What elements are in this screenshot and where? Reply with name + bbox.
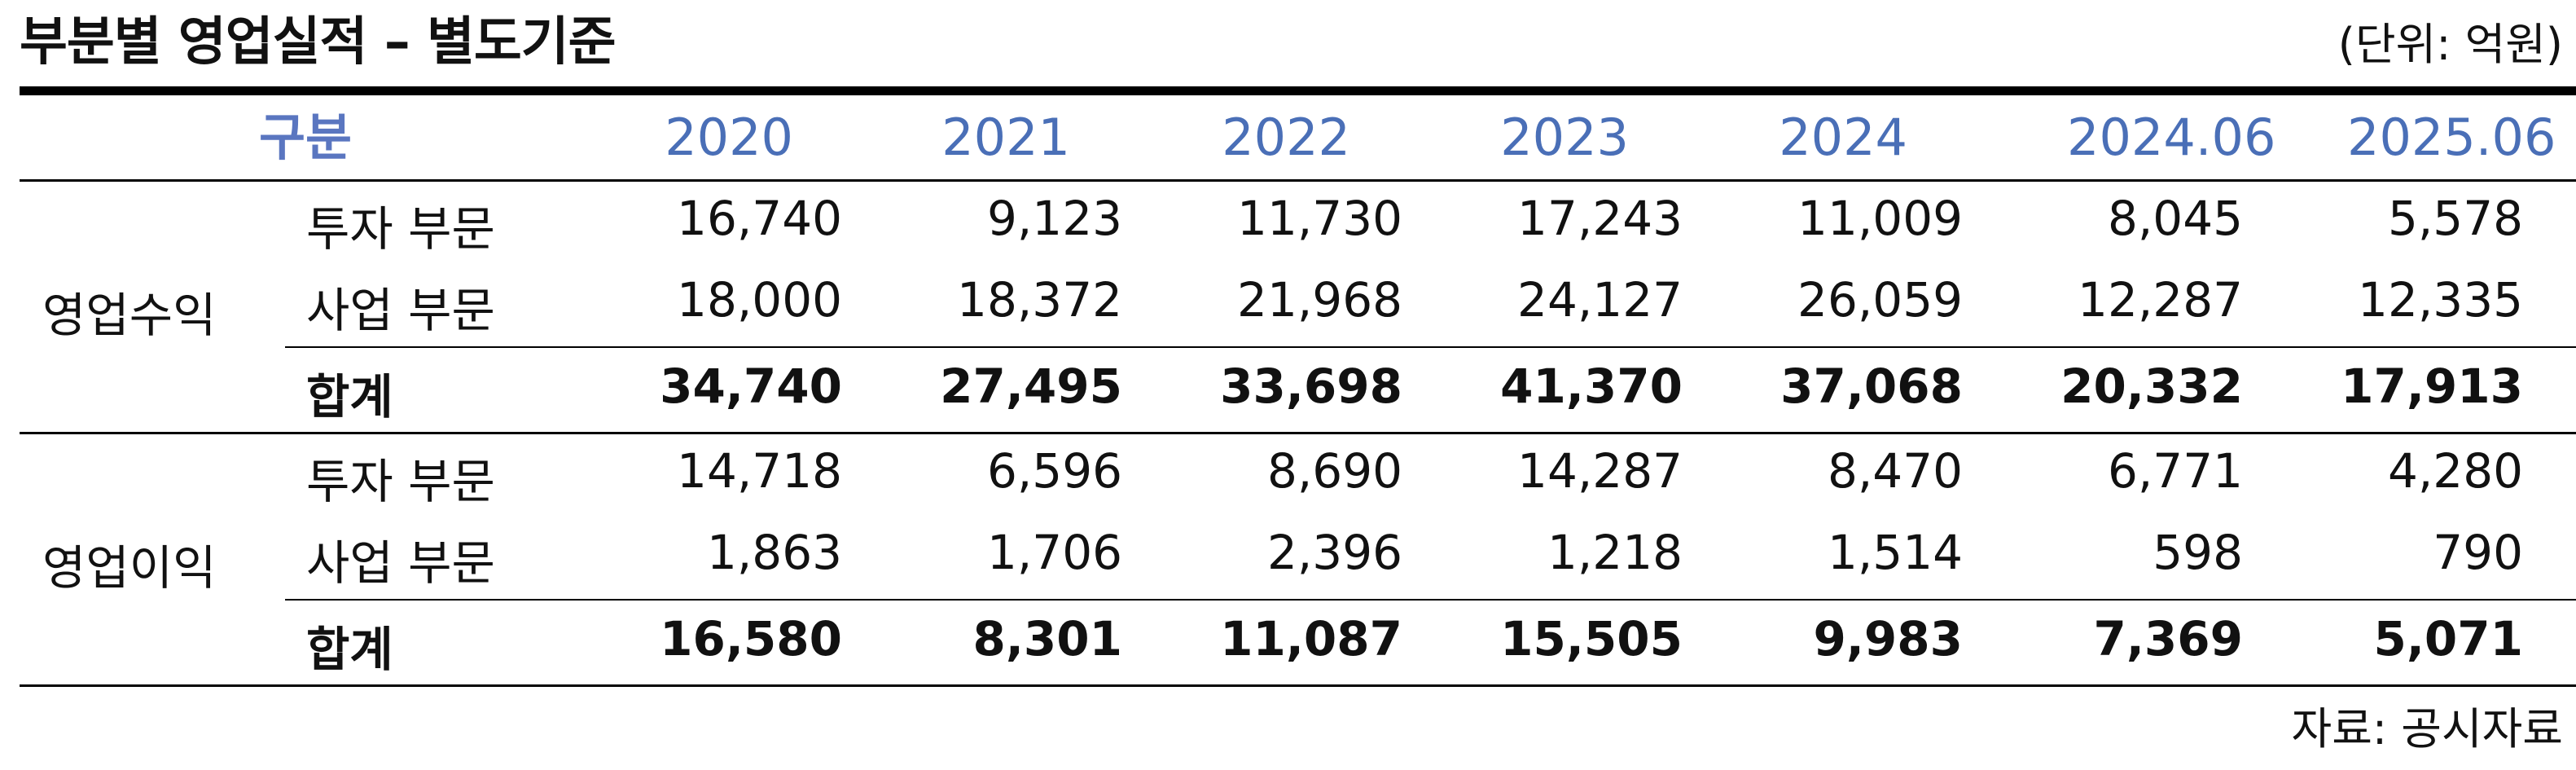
table-cell: 8,690 <box>1266 443 1402 499</box>
column-header-label: 구분 <box>259 108 353 167</box>
group-rule <box>20 432 2576 434</box>
table-cell: 26,059 <box>1797 272 1963 328</box>
table-cell: 1,218 <box>1547 525 1683 580</box>
column-header-year: 2020 <box>665 108 793 167</box>
table-cell: 11,730 <box>1237 191 1402 246</box>
table-cell: 4,280 <box>2387 443 2523 499</box>
column-header-year: 2025.06 <box>2347 108 2556 167</box>
table-cell: 14,718 <box>677 443 842 499</box>
table-cell: 790 <box>2433 525 2523 580</box>
header-rule <box>20 179 2576 182</box>
source-note: 자료: 공시자료 <box>2291 703 2563 755</box>
table-cell-total: 15,505 <box>1500 611 1683 667</box>
page-title: 부분별 영업실적 – 별도기준 <box>20 12 617 73</box>
table-cell: 6,771 <box>2107 443 2243 499</box>
table-cell-total: 33,698 <box>1220 359 1402 414</box>
table-cell: 1,514 <box>1827 525 1963 580</box>
table-cell-total: 34,740 <box>660 359 842 414</box>
table-cell: 9,123 <box>986 191 1122 246</box>
table-cell: 12,287 <box>2078 272 2243 328</box>
table-cell: 598 <box>2153 525 2243 580</box>
table-cell-total: 8,301 <box>972 611 1122 667</box>
table-cell-total: 27,495 <box>940 359 1122 414</box>
row-label: 사업 부문 <box>306 283 495 338</box>
row-label-total: 합계 <box>306 369 393 425</box>
bottom-rule <box>20 684 2576 687</box>
table-cell: 1,863 <box>706 525 842 580</box>
table-cell-total: 17,913 <box>2341 359 2523 414</box>
table-cell: 16,740 <box>677 191 842 246</box>
table-cell: 18,372 <box>957 272 1122 328</box>
table-cell: 8,045 <box>2107 191 2243 246</box>
row-label-total: 합계 <box>306 622 393 677</box>
table-cell: 14,287 <box>1517 443 1683 499</box>
table-cell: 17,243 <box>1517 191 1683 246</box>
row-label: 사업 부문 <box>306 535 495 591</box>
table-cell: 21,968 <box>1237 272 1402 328</box>
group-label: 영업이익 <box>42 540 217 596</box>
table-cell-total: 7,369 <box>2093 611 2243 667</box>
table-cell: 5,578 <box>2387 191 2523 246</box>
table-cell-total: 41,370 <box>1500 359 1683 414</box>
table-cell: 18,000 <box>677 272 842 328</box>
table-cell: 12,335 <box>2358 272 2523 328</box>
column-header-year: 2024.06 <box>2067 108 2276 167</box>
table-cell-total: 9,983 <box>1813 611 1963 667</box>
row-label: 투자 부문 <box>306 454 495 509</box>
column-header-year: 2023 <box>1500 108 1629 167</box>
column-header-year: 2024 <box>1779 108 1907 167</box>
table-cell: 8,470 <box>1827 443 1963 499</box>
table-cell-total: 16,580 <box>660 611 842 667</box>
table-cell-total: 20,332 <box>2060 359 2243 414</box>
table-cell-total: 37,068 <box>1780 359 1963 414</box>
row-label: 투자 부문 <box>306 201 495 257</box>
table-cell: 1,706 <box>986 525 1122 580</box>
column-header-year: 2021 <box>941 108 1070 167</box>
group-label: 영업수익 <box>42 288 217 343</box>
column-header-year: 2022 <box>1222 108 1350 167</box>
table-cell: 2,396 <box>1266 525 1402 580</box>
table-cell-total: 5,071 <box>2373 611 2523 667</box>
top-rule <box>20 86 2576 95</box>
subtotal-rule <box>285 346 2576 348</box>
unit-label: (단위: 억원) <box>2337 19 2563 70</box>
table-cell: 11,009 <box>1797 191 1963 246</box>
table-cell: 24,127 <box>1517 272 1683 328</box>
table-cell: 6,596 <box>986 443 1122 499</box>
table-cell-total: 11,087 <box>1220 611 1402 667</box>
subtotal-rule <box>285 599 2576 601</box>
